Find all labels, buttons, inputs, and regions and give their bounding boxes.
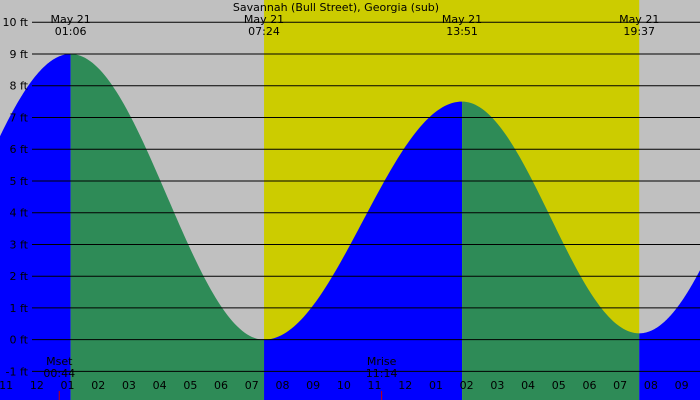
y-tick-label: 0 ft (10, 334, 29, 347)
y-tick-label: 8 ft (10, 80, 29, 93)
falling-tide-area (462, 101, 640, 400)
extreme-time-label: 01:06 (55, 25, 87, 38)
tide-areas (0, 53, 700, 400)
extreme-time-label: 19:37 (623, 25, 655, 38)
x-tick-label: 07 (613, 379, 627, 392)
extreme-date-label: May 21 (50, 13, 90, 26)
moon-event-label: Mset (46, 355, 73, 368)
y-tick-label: 6 ft (10, 143, 29, 156)
x-tick-label: 05 (552, 379, 566, 392)
x-tick-label: 03 (122, 379, 136, 392)
x-tick-label: 11 (368, 379, 382, 392)
x-tick-label: 01 (61, 379, 75, 392)
x-tick-label: 04 (521, 379, 535, 392)
extreme-date-label: May 21 (244, 13, 284, 26)
x-tick-label: 06 (214, 379, 228, 392)
falling-tide-area (70, 53, 265, 400)
x-tick-label: 07 (245, 379, 259, 392)
y-tick-label: 4 ft (10, 207, 29, 220)
y-tick-label: 5 ft (10, 175, 29, 188)
x-tick-label: 12 (30, 379, 44, 392)
y-tick-label: 3 ft (10, 238, 29, 251)
extreme-date-label: May 21 (619, 13, 659, 26)
rising-tide-area (639, 270, 700, 400)
x-tick-label: 05 (183, 379, 197, 392)
y-tick-label: -1 ft (6, 365, 29, 378)
x-tick-label: 09 (675, 379, 689, 392)
extreme-time-label: 13:51 (446, 25, 478, 38)
moon-event-time: 11:14 (366, 367, 398, 380)
rising-tide-area (264, 101, 463, 400)
chart-title: Savannah (Bull Street), Georgia (sub) (233, 1, 439, 14)
x-tick-label: 03 (490, 379, 504, 392)
y-tick-label: 1 ft (10, 302, 29, 315)
extreme-time-label: 07:24 (248, 25, 280, 38)
y-tick-label: 10 ft (3, 16, 29, 29)
extreme-date-label: May 21 (442, 13, 482, 26)
x-tick-label: 11 (0, 379, 13, 392)
x-tick-label: 02 (460, 379, 474, 392)
x-tick-label: 06 (582, 379, 596, 392)
moon-event-time: 00:44 (43, 367, 75, 380)
x-tick-label: 10 (337, 379, 351, 392)
x-tick-label: 04 (153, 379, 167, 392)
x-tick-label: 08 (275, 379, 289, 392)
rising-tide-area (0, 53, 71, 400)
y-tick-label: 9 ft (10, 48, 29, 61)
x-axis-tick-labels: 11 12 01 02 03 04 05 06 07 08 09 10 11 12 01 02 03 04 05 06… (0, 379, 689, 392)
x-tick-label: 09 (306, 379, 320, 392)
y-tick-label: 2 ft (10, 270, 29, 283)
moon-event-label: Mrise (367, 355, 397, 368)
x-tick-label: 08 (644, 379, 658, 392)
gridlines (32, 21, 700, 372)
x-tick-label: 02 (91, 379, 105, 392)
x-tick-label: 12 (398, 379, 412, 392)
y-axis-tick-labels: 10 ft 9 ft 8 ft 7 ft 6 ft 5 ft 4 ft 3 ft 2 ft 1 f… (3, 16, 29, 378)
x-tick-label: 01 (429, 379, 443, 392)
y-tick-label: 7 ft (10, 111, 29, 124)
